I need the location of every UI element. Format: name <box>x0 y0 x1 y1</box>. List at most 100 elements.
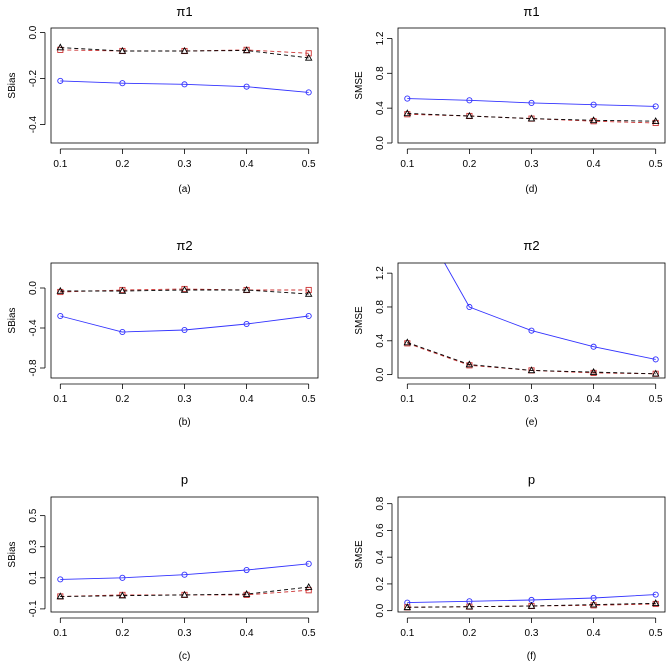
x-tick-label: 0.5 <box>302 394 316 405</box>
point-triangle <box>589 600 598 608</box>
plot-frame <box>50 496 319 613</box>
point-triangle <box>465 602 474 610</box>
y-axis: 0.0 -0.2 -0.4 <box>28 25 46 133</box>
point-circle <box>405 194 410 199</box>
x-tick-label: 0.1 <box>53 628 67 639</box>
point-circle <box>57 77 64 84</box>
series-group <box>56 560 313 600</box>
y-axis: 0.0 0.2 0.4 0.6 0.8 <box>375 496 393 618</box>
panel-d: π1 0.1 0.2 0.3 0.4 0.5 0.0 0.4 0.8 1.2 SMSE (d) <box>354 4 666 195</box>
series-line-triangle <box>407 342 656 375</box>
x-tick-label: 0.4 <box>587 394 601 405</box>
series-group <box>403 194 660 377</box>
x-tick-label: 0.4 <box>240 394 254 405</box>
x-axis: 0.1 0.2 0.3 0.4 0.5 <box>53 383 316 405</box>
point-triangle <box>527 601 536 609</box>
panel-f: p 0.1 0.2 0.3 0.4 0.5 0.0 0.2 0.4 0.6 0.8 SMSE (f) <box>354 472 666 662</box>
point-square <box>305 587 312 594</box>
y-tick-label: 0.4 <box>375 333 386 347</box>
point-triangle <box>242 589 251 597</box>
point-triangle <box>304 53 313 61</box>
y-tick-label: 0.5 <box>28 508 39 522</box>
x-tick-label: 0.4 <box>240 159 254 170</box>
series-line-triangle <box>407 602 656 608</box>
series-line-square <box>60 49 309 54</box>
x-axis: 0.1 0.2 0.3 0.4 0.5 <box>53 148 316 170</box>
y-axis-label: SBias <box>7 72 18 98</box>
point-circle <box>466 97 473 104</box>
y-tick-label: -0.1 <box>28 600 39 618</box>
point-circle <box>590 343 597 350</box>
x-tick-label: 0.5 <box>302 159 316 170</box>
point-square <box>305 286 312 294</box>
y-axis-label: SMSE <box>354 540 365 569</box>
y-tick-label: 0.4 <box>375 101 386 115</box>
y-tick-label: 0.3 <box>28 539 39 553</box>
y-tick-label: 0.8 <box>375 300 386 314</box>
x-tick-label: 0.5 <box>649 628 663 639</box>
x-tick-label: 0.2 <box>115 394 129 405</box>
point-circle <box>652 356 659 363</box>
point-circle <box>181 571 188 578</box>
x-tick-label: 0.5 <box>649 159 663 170</box>
point-triangle <box>242 285 251 293</box>
x-tick-label: 0.2 <box>115 159 129 170</box>
point-square <box>305 50 312 57</box>
y-axis: 0.0 -0.4 -0.8 <box>28 281 46 377</box>
series-line-triangle <box>60 47 309 59</box>
series-line-circle <box>60 80 309 93</box>
x-tick-label: 0.1 <box>53 159 67 170</box>
plot-frame <box>397 496 666 613</box>
point-circle <box>404 95 411 102</box>
point-circle <box>119 80 126 87</box>
y-axis-label: SBias <box>7 307 18 333</box>
y-tick-label: -0.2 <box>28 70 39 88</box>
point-circle <box>305 89 312 96</box>
x-tick-label: 0.2 <box>462 394 476 405</box>
panel-caption: (e) <box>525 417 537 428</box>
y-tick-label: 0.0 <box>375 136 386 150</box>
series-group <box>403 95 660 127</box>
panel-title: p <box>181 472 188 487</box>
series-group <box>56 285 313 336</box>
x-tick-label: 0.4 <box>240 628 254 639</box>
series-group <box>56 43 313 96</box>
x-tick-label: 0.1 <box>53 394 67 405</box>
panel-title: π1 <box>176 4 192 19</box>
x-tick-label: 0.3 <box>178 394 192 405</box>
x-tick-label: 0.2 <box>462 628 476 639</box>
x-tick-label: 0.1 <box>400 628 414 639</box>
panel-caption: (f) <box>527 651 536 662</box>
panel-title: p <box>528 472 535 487</box>
series-line-circle <box>60 563 309 580</box>
point-triangle <box>180 285 189 293</box>
point-circle <box>57 312 64 320</box>
series-line-circle <box>407 98 656 107</box>
y-axis: 0.0 0.4 0.8 1.2 <box>375 31 393 150</box>
x-tick-label: 0.5 <box>302 628 316 639</box>
series-group <box>403 591 660 611</box>
series-line-circle <box>407 594 656 604</box>
point-circle <box>466 303 473 311</box>
point-circle <box>243 83 250 90</box>
point-triangle <box>589 367 598 375</box>
point-circle <box>305 312 312 320</box>
x-axis: 0.1 0.2 0.3 0.4 0.5 <box>400 617 663 639</box>
panel-caption: (c) <box>179 651 191 662</box>
y-tick-label: 0.2 <box>375 577 386 591</box>
point-circle <box>181 326 188 334</box>
y-tick-label: 0.8 <box>375 66 386 80</box>
point-triangle <box>465 111 474 119</box>
x-tick-label: 0.3 <box>525 628 539 639</box>
y-axis-label: SMSE <box>354 306 365 335</box>
x-axis: 0.1 0.2 0.3 0.4 0.5 <box>400 383 663 405</box>
y-tick-label: 1.2 <box>375 31 386 45</box>
x-tick-label: 0.4 <box>587 628 601 639</box>
panel-c: p 0.1 0.2 0.3 0.4 0.5 -0.1 0.1 0.3 0.5 SBias (c) <box>7 472 319 662</box>
point-circle <box>590 101 597 108</box>
point-triangle <box>651 117 660 124</box>
point-triangle <box>465 360 474 368</box>
point-circle <box>652 103 659 110</box>
point-triangle <box>651 369 660 377</box>
point-triangle <box>651 599 660 607</box>
